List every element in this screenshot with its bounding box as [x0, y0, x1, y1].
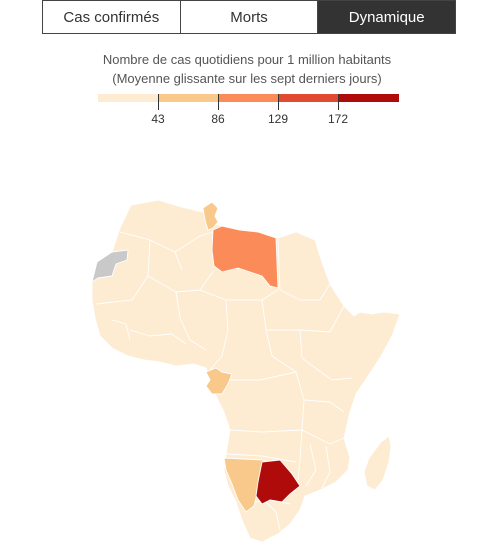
legend-segment-3 [218, 94, 279, 102]
legend-tick-label: 43 [151, 112, 165, 126]
legend-tick-label: 172 [327, 112, 349, 126]
legend-tick-label: 86 [211, 112, 225, 126]
country-borders [95, 231, 353, 531]
legend-tick-line [338, 94, 339, 110]
country-libya [211, 225, 279, 289]
madagascar [363, 435, 392, 491]
africa-map [91, 199, 401, 543]
country-botswana [255, 459, 301, 505]
africa-landmass [91, 199, 401, 543]
legend-tick-line [158, 94, 159, 110]
country-western-sahara [91, 249, 129, 283]
legend-color-scale [98, 94, 400, 102]
tab-confirmed-cases[interactable]: Cas confirmés [43, 1, 181, 33]
legend-tick-line [218, 94, 219, 110]
legend-title-line1: Nombre de cas quotidiens pour 1 million … [102, 52, 392, 67]
country-tunisia [202, 201, 219, 231]
legend-title-line2: (Moyenne glissante sur les sept derniers… [112, 71, 382, 86]
view-tabs: Cas confirmés Morts Dynamique [42, 0, 456, 34]
legend-segment-1 [98, 94, 159, 102]
legend-segment-5 [338, 94, 400, 102]
tab-dynamics[interactable]: Dynamique [318, 1, 456, 33]
legend-ticks: 43 86 129 172 [98, 94, 399, 126]
legend-tick-label: 129 [267, 112, 289, 126]
legend-segment-2 [158, 94, 219, 102]
tab-deaths[interactable]: Morts [180, 1, 319, 33]
country-gabon [205, 367, 233, 395]
legend-title: Nombre de cas quotidiens pour 1 million … [0, 50, 494, 88]
legend-segment-4 [278, 94, 339, 102]
legend-tick-line [278, 94, 279, 110]
